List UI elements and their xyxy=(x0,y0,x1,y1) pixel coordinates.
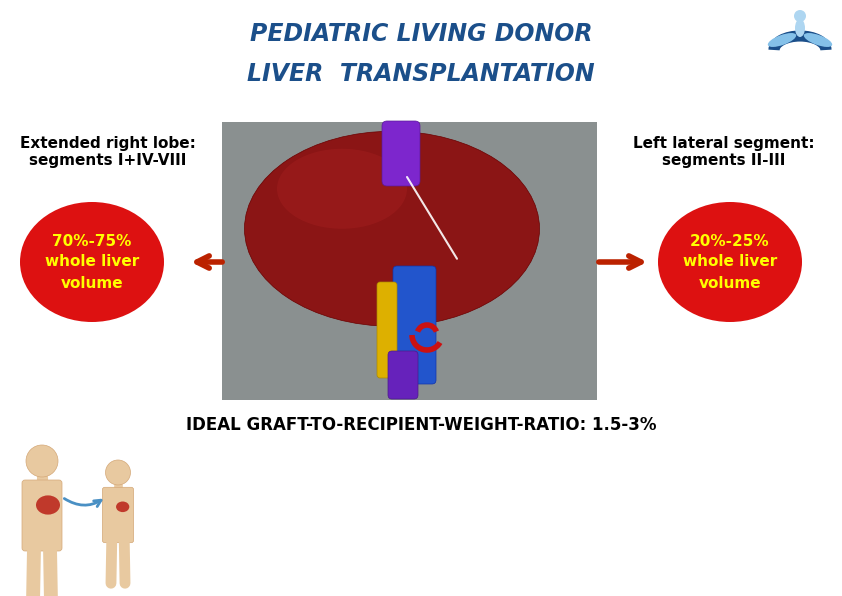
Bar xyxy=(222,122,597,400)
Circle shape xyxy=(794,10,806,22)
Ellipse shape xyxy=(20,202,164,322)
Circle shape xyxy=(105,460,131,485)
Ellipse shape xyxy=(36,495,60,514)
Text: segments I+IV-VIII: segments I+IV-VIII xyxy=(29,153,187,168)
Circle shape xyxy=(26,445,58,477)
FancyBboxPatch shape xyxy=(388,351,418,399)
Ellipse shape xyxy=(116,501,130,512)
Ellipse shape xyxy=(277,149,407,229)
Text: IDEAL GRAFT-TO-RECIPIENT-WEIGHT-RATIO: 1.5-3%: IDEAL GRAFT-TO-RECIPIENT-WEIGHT-RATIO: 1… xyxy=(186,416,656,434)
FancyBboxPatch shape xyxy=(393,266,436,384)
Text: Left lateral segment:: Left lateral segment: xyxy=(633,136,815,151)
Ellipse shape xyxy=(768,33,797,47)
Text: 20%-25%
whole liver
volume: 20%-25% whole liver volume xyxy=(683,234,777,290)
Ellipse shape xyxy=(804,33,832,47)
Text: 70%-75%
whole liver
volume: 70%-75% whole liver volume xyxy=(45,234,139,290)
Text: Extended right lobe:: Extended right lobe: xyxy=(20,136,196,151)
FancyBboxPatch shape xyxy=(377,282,397,378)
Ellipse shape xyxy=(795,19,805,37)
Ellipse shape xyxy=(244,131,540,326)
Text: segments II-III: segments II-III xyxy=(663,153,786,168)
Text: PEDIATRIC LIVING DONOR: PEDIATRIC LIVING DONOR xyxy=(250,22,592,46)
FancyBboxPatch shape xyxy=(103,488,134,543)
Text: LIVER  TRANSPLANTATION: LIVER TRANSPLANTATION xyxy=(248,62,594,86)
FancyBboxPatch shape xyxy=(382,121,420,186)
Ellipse shape xyxy=(658,202,802,322)
FancyBboxPatch shape xyxy=(22,480,62,551)
